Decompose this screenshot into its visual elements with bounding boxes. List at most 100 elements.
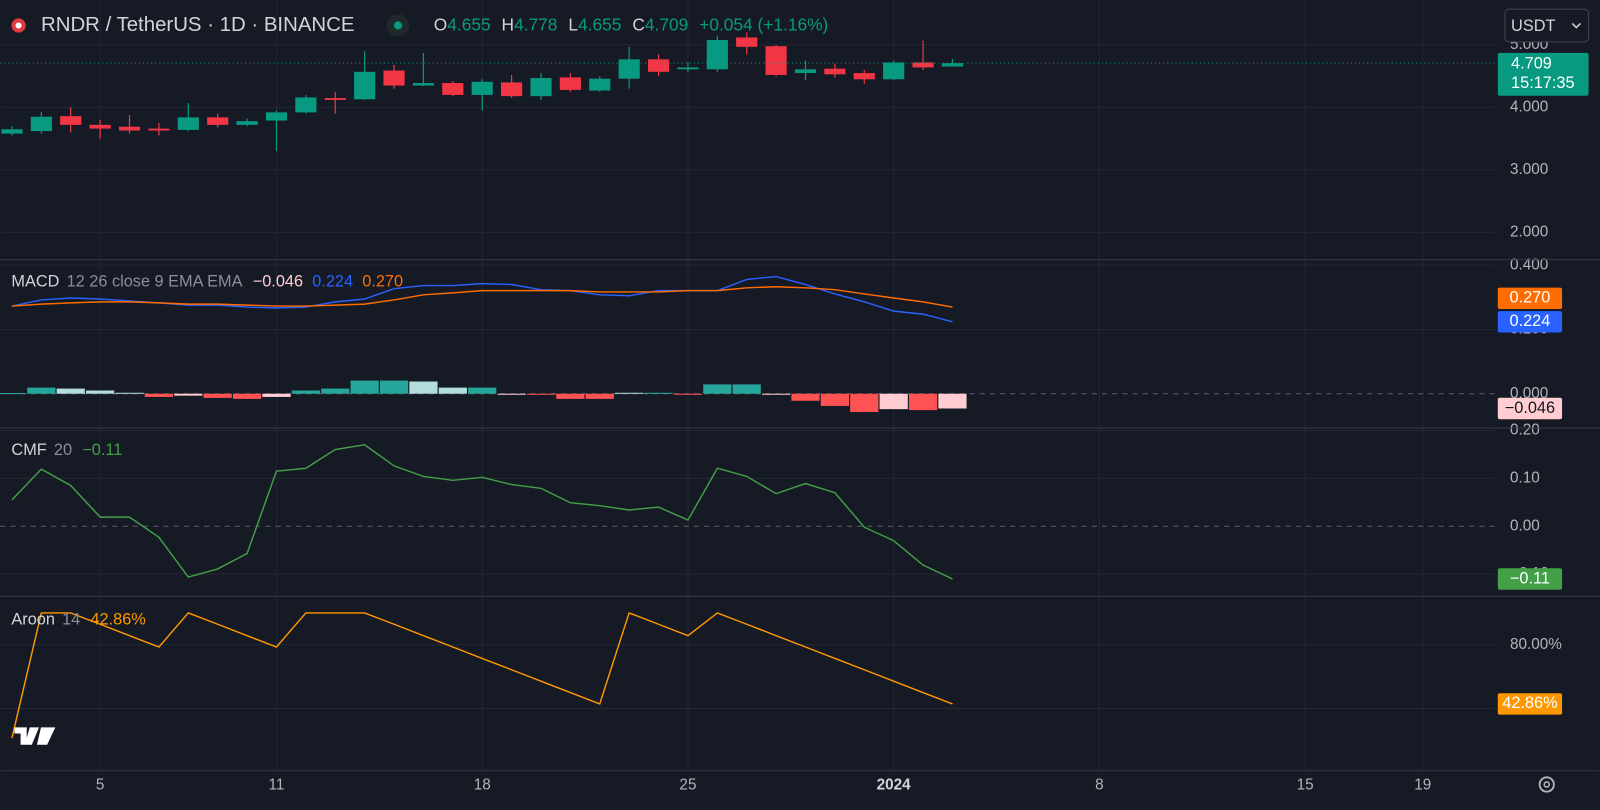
candle-body (853, 73, 875, 80)
symbol-title: RNDR / TetherUS · 1D · BINANCE (41, 14, 354, 36)
y-tick-label: 3.000 (1510, 161, 1548, 178)
y-tick-label: 0.00 (1510, 517, 1540, 534)
price-tags: 4.709 15:17:35 0.270 0.224 −0.046 −0.11 42.86% (1497, 52, 1589, 715)
histogram-bar (732, 384, 761, 394)
candle-body (647, 59, 670, 72)
y-tick-label: 80.00% (1510, 636, 1562, 653)
histogram-bar (379, 380, 409, 394)
legend-params: 12 26 close 9 EMA EMA (67, 273, 243, 291)
candle-body (295, 97, 317, 113)
indicator-line (11, 444, 953, 580)
histogram-bar (56, 388, 85, 394)
value-tag (1497, 311, 1563, 333)
candle-body (883, 62, 905, 80)
candle-body (383, 70, 405, 86)
histogram-bar (556, 393, 585, 399)
histogram-bar (938, 393, 967, 409)
x-tick-label: 5 (96, 777, 105, 794)
cmf-legend: CMF 20 −0.11 (11, 441, 122, 459)
value-tag (1497, 287, 1563, 310)
histogram-bar (497, 393, 526, 395)
histogram-bar (468, 387, 497, 394)
candle-body (236, 121, 258, 125)
x-tick-label: 2024 (877, 777, 912, 794)
value-tag (1497, 568, 1563, 590)
histogram-bar (27, 387, 56, 394)
indicator-line (11, 611, 953, 739)
histogram-bar (291, 390, 320, 394)
l-label: L (568, 14, 578, 34)
histogram-bar (850, 393, 879, 413)
histogram-bar (791, 393, 820, 401)
candle-body (618, 59, 640, 79)
market-status-dot (393, 21, 403, 30)
tradingview-logo[interactable] (14, 727, 56, 745)
aroon-legend: Aroon 14 42.86% (11, 611, 145, 629)
ohlc-legend: O4.655 H4.778 L4.655 C4.709 +0.054 (+1.1… (434, 14, 829, 34)
histogram-bar (144, 393, 174, 397)
low-value: 4.655 (578, 14, 621, 34)
histogram-bar (203, 393, 232, 398)
c-label: C (632, 14, 645, 34)
candle-body (559, 77, 581, 90)
candle-body (60, 116, 82, 125)
histogram-bar (115, 392, 144, 394)
value-tag-label: 42.86% (1502, 694, 1557, 712)
candle-body (706, 39, 728, 70)
settings-icon-center (1543, 781, 1551, 788)
candle-body (824, 68, 846, 75)
histogram-bar (174, 393, 203, 396)
candle-body (89, 124, 111, 129)
candle-body (471, 81, 493, 95)
histogram-bar (585, 393, 614, 399)
legend-params: 14 (62, 611, 80, 629)
candle-body (442, 83, 464, 95)
histogram-bar (350, 380, 379, 394)
histogram-bar (409, 381, 438, 394)
candle-body (412, 83, 435, 86)
legend-title: MACD (11, 273, 59, 291)
candle-body (794, 69, 817, 74)
settings-icon[interactable] (1538, 776, 1555, 793)
histogram-bar (526, 393, 556, 395)
histogram-bar (644, 392, 673, 394)
candle-body (736, 37, 758, 47)
x-tick-label: 15 (1297, 777, 1314, 794)
value-tag-label: −0.046 (1505, 399, 1555, 417)
legend-value: 0.270 (362, 273, 403, 291)
candle-body (912, 62, 934, 68)
histogram-bar (703, 384, 732, 394)
histogram-bar (673, 393, 703, 395)
histogram-bar (86, 390, 115, 394)
legend-value: 0.224 (312, 273, 353, 291)
price-tag-value: 4.709 (1511, 54, 1552, 72)
legend-title: Aroon (11, 611, 55, 629)
histogram-bar (879, 393, 908, 410)
y-tick-label: 0.20 (1510, 421, 1540, 438)
y-tick-label: 0.000 (1510, 385, 1548, 402)
y-tick-label: 4.000 (1510, 98, 1548, 115)
value-tag (1497, 397, 1563, 420)
histogram-bar (908, 393, 938, 411)
high-value: 4.778 (514, 14, 557, 34)
countdown: 15:17:35 (1511, 74, 1575, 92)
o-label: O (434, 14, 447, 34)
close-value: 4.709 (645, 14, 688, 34)
x-tick-label: 18 (474, 777, 491, 794)
candle-body (530, 78, 552, 97)
histogram-bar (321, 388, 350, 394)
change-value: +0.054 (+1.16%) (699, 14, 828, 34)
currency-select[interactable] (1504, 8, 1590, 43)
candle-body (589, 78, 611, 91)
legend-title: CMF (11, 441, 46, 459)
candle-body (265, 112, 288, 121)
x-tick-label: 19 (1414, 777, 1431, 794)
y-tick-label: 2.000 (1510, 223, 1548, 240)
candle-body (148, 128, 170, 131)
x-tick-label: 11 (269, 777, 285, 794)
h-label: H (502, 14, 515, 34)
candle-body (177, 117, 199, 130)
histogram-bar (438, 387, 467, 394)
